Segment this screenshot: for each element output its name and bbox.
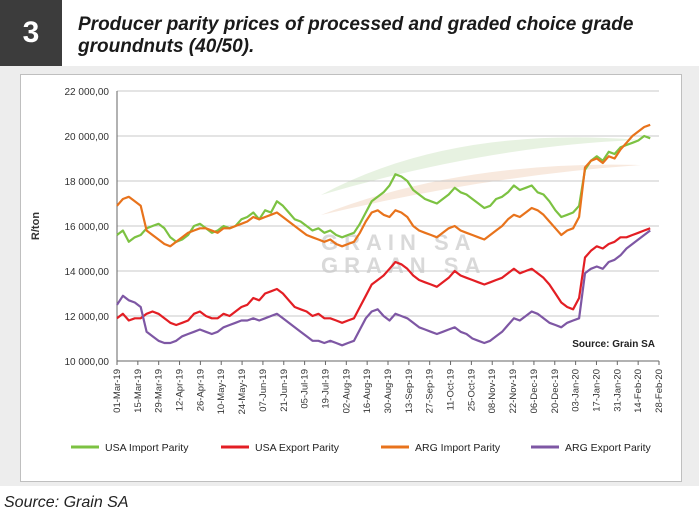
y-tick-label: 18 000,00 bbox=[65, 177, 110, 188]
x-tick-label: 08-Nov-19 bbox=[487, 369, 498, 413]
y-tick-label: 16 000,00 bbox=[65, 222, 110, 233]
series-line bbox=[116, 229, 651, 347]
series-line bbox=[116, 123, 651, 248]
figure-title: Producer parity prices of processed and … bbox=[78, 14, 634, 57]
figure-number: 3 bbox=[22, 16, 40, 49]
x-tick-label: 15-Mar-19 bbox=[133, 369, 144, 413]
watermark-text: GRAAN SA bbox=[321, 253, 486, 278]
y-tick-label: 14 000,00 bbox=[65, 267, 110, 278]
chart-frame: GRAIN SA GRAAN SA 10 000,00 12 000,00 14 000… bbox=[20, 74, 682, 482]
x-tick-label: 13-Sep-19 bbox=[404, 369, 415, 413]
x-tick-label: 17-Jan-20 bbox=[591, 369, 602, 412]
x-tick-label: 24-May-19 bbox=[237, 369, 248, 414]
x-tick-label: 07-Jun-19 bbox=[258, 369, 269, 412]
x-tick-label: 26-Apr-19 bbox=[195, 369, 206, 411]
x-tick-label: 30-Aug-19 bbox=[383, 369, 394, 413]
legend-label: USA Export Parity bbox=[255, 442, 340, 454]
watermark-swoosh bbox=[321, 137, 641, 195]
legend-label: ARG Import Parity bbox=[415, 442, 501, 454]
watermark-swoosh bbox=[321, 164, 641, 215]
x-tick-label: 12-Apr-19 bbox=[175, 369, 186, 411]
y-tick-label: 20 000,00 bbox=[65, 132, 110, 143]
source-caption: Source: Grain SA bbox=[4, 494, 129, 511]
x-tick-label: 11-Oct-19 bbox=[446, 369, 457, 411]
x-tick-label: 27-Sep-19 bbox=[425, 369, 436, 413]
x-tick-label: 19-Jul-19 bbox=[320, 369, 331, 409]
x-tick-label: 25-Oct-19 bbox=[466, 369, 477, 411]
x-tick-label: 05-Jul-19 bbox=[300, 369, 311, 409]
x-tick-label: 20-Dec-19 bbox=[550, 369, 561, 413]
watermark-text: GRAIN SA bbox=[321, 230, 477, 255]
series-line bbox=[116, 227, 651, 327]
x-tick-label: 10-May-19 bbox=[216, 369, 227, 414]
x-tick-label: 14-Feb-20 bbox=[633, 369, 644, 413]
figure-number-badge: 3 bbox=[0, 0, 62, 66]
x-tick-label: 16-Aug-19 bbox=[362, 369, 373, 413]
x-tick-label: 03-Jan-20 bbox=[571, 369, 582, 412]
x-tick-label: 31-Jan-20 bbox=[612, 369, 623, 412]
x-tick-label: 29-Mar-19 bbox=[154, 369, 165, 413]
y-tick-label: 10 000,00 bbox=[65, 357, 110, 368]
x-tick-label: 22-Nov-19 bbox=[508, 369, 519, 413]
x-tick-label: 02-Aug-19 bbox=[341, 369, 352, 413]
x-tick-label: 21-Jun-19 bbox=[279, 369, 290, 412]
x-tick-label: 28-Feb-20 bbox=[654, 369, 665, 413]
y-tick-label: 12 000,00 bbox=[65, 312, 110, 323]
legend-label: ARG Export Parity bbox=[565, 442, 652, 454]
y-axis-label: R/ton bbox=[30, 212, 42, 240]
x-tick-label: 06-Dec-19 bbox=[529, 369, 540, 413]
x-tick-label: 01-Mar-19 bbox=[112, 369, 123, 413]
chart-annotation: Source: Grain SA bbox=[572, 339, 655, 350]
legend-label: USA Import Parity bbox=[105, 442, 189, 454]
y-tick-label: 22 000,00 bbox=[65, 87, 110, 98]
